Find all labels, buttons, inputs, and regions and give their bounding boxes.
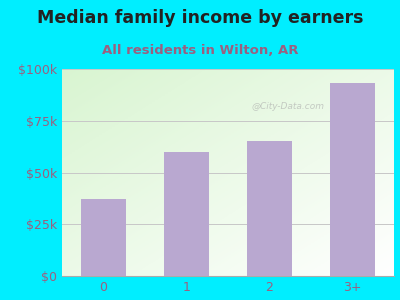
Bar	[164, 152, 209, 276]
Bar	[81, 200, 126, 276]
Bar	[330, 83, 375, 276]
Text: All residents in Wilton, AR: All residents in Wilton, AR	[102, 44, 298, 56]
Text: Median family income by earners: Median family income by earners	[37, 9, 363, 27]
Bar	[247, 142, 292, 276]
Text: @City-Data.com: @City-Data.com	[251, 102, 324, 111]
